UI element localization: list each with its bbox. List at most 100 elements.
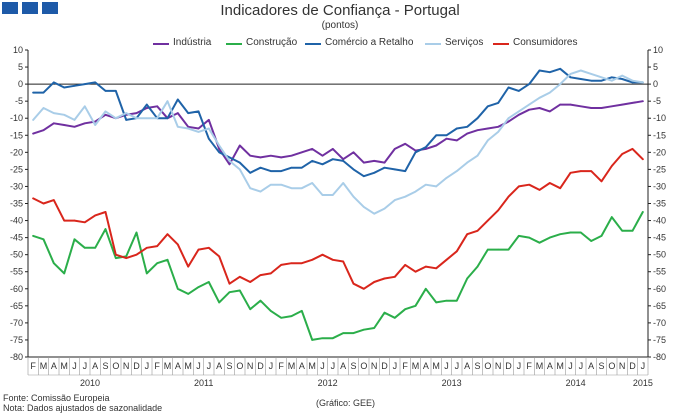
x-tick-label: A [216, 361, 222, 371]
data-point [528, 236, 530, 239]
data-point [321, 154, 324, 157]
data-point [590, 107, 592, 109]
data-point [166, 100, 169, 102]
data-point [466, 277, 468, 280]
data-point [249, 308, 251, 311]
x-tick-label: J [145, 361, 150, 371]
data-point [177, 125, 179, 128]
data-point [104, 114, 107, 116]
data-point [321, 337, 324, 340]
x-tick-label: J [568, 361, 573, 371]
x-tick-label: A [51, 361, 57, 371]
data-point [42, 202, 45, 205]
x-tick-label: M [40, 361, 48, 371]
data-point [642, 81, 644, 84]
x-tick-label: O [608, 361, 615, 371]
data-point [115, 253, 117, 256]
data-point [84, 83, 86, 85]
data-point [383, 207, 386, 210]
data-point [363, 287, 365, 290]
series-line [32, 67, 644, 178]
data-point [363, 161, 365, 164]
data-point [456, 127, 458, 130]
data-point [32, 91, 34, 94]
data-point [404, 170, 406, 172]
data-point [600, 79, 603, 82]
data-point [63, 86, 65, 89]
x-tick-label: J [72, 361, 77, 371]
data-point [332, 337, 334, 340]
data-point [631, 102, 634, 104]
y-tick-label-right: -25 [653, 164, 666, 174]
data-point [528, 108, 530, 111]
data-point [249, 172, 251, 174]
data-point [84, 247, 86, 249]
data-point [311, 148, 313, 150]
data-point [270, 310, 272, 312]
data-point [42, 107, 45, 109]
data-point [73, 219, 76, 222]
data-point [280, 170, 282, 172]
data-point [104, 90, 107, 92]
data-point [611, 105, 613, 108]
data-point [270, 170, 272, 172]
data-point [497, 248, 499, 251]
y-tick-label-right: -75 [653, 335, 666, 345]
data-point [621, 229, 623, 232]
data-point [549, 182, 551, 184]
x-tick-label: N [123, 361, 130, 371]
data-point [311, 182, 313, 184]
data-point [590, 79, 592, 82]
data-point [642, 100, 644, 102]
data-point [631, 148, 634, 150]
chart-legend: Indústria Construção Comércio a Retalho … [0, 37, 680, 51]
data-point [177, 287, 179, 290]
data-point [290, 166, 293, 169]
series-line [32, 100, 644, 166]
y-tick-label-right: -15 [653, 130, 666, 140]
data-point [456, 299, 458, 302]
data-point [569, 231, 572, 234]
x-tick-label: O [360, 361, 367, 371]
data-point [425, 148, 427, 150]
x-tick-label: D [629, 361, 636, 371]
data-point [73, 119, 76, 121]
data-point [270, 183, 272, 186]
data-point [208, 281, 210, 283]
x-tick-label: N [371, 361, 378, 371]
y-tick-label-left: -40 [10, 216, 23, 226]
data-point [239, 144, 241, 147]
data-point [549, 236, 551, 239]
data-point [342, 332, 344, 334]
data-point [32, 197, 34, 200]
data-point [538, 107, 541, 109]
data-point [404, 264, 406, 266]
x-tick-label: D [257, 361, 264, 371]
y-tick-label-left: -60 [10, 284, 23, 294]
data-point [249, 281, 251, 283]
data-point [621, 78, 623, 80]
data-point [497, 131, 499, 133]
y-tick-label-right: 5 [653, 62, 658, 72]
data-point [373, 160, 375, 162]
data-point [63, 124, 65, 126]
data-point [146, 247, 148, 249]
data-point [580, 231, 582, 234]
data-point [197, 131, 200, 133]
x-tick-label: M [184, 361, 192, 371]
data-point [580, 105, 582, 108]
data-point [187, 112, 189, 114]
data-point [559, 103, 561, 106]
x-tick-label: M [556, 361, 564, 371]
x-tick-label: A [340, 361, 346, 371]
data-point [590, 73, 592, 75]
data-point [311, 160, 313, 162]
x-tick-label: A [175, 361, 181, 371]
data-point [146, 117, 148, 120]
data-point [301, 262, 303, 264]
y-tick-label-left: -80 [10, 352, 23, 362]
data-point [239, 276, 241, 278]
data-point [146, 272, 148, 275]
data-point [600, 180, 603, 183]
data-point [621, 153, 623, 155]
